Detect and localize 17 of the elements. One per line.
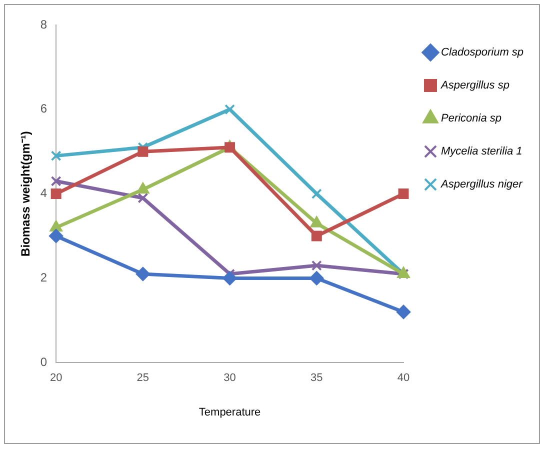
y-tick-label: 8: [40, 17, 48, 32]
x-tick-label: 25: [136, 372, 150, 384]
legend-label: Aspergillus niger: [440, 178, 524, 191]
y-tick-label: 2: [40, 270, 48, 285]
x-axis-title: Temperature: [198, 406, 261, 418]
legend-label: Aspergillus sp: [440, 80, 510, 92]
x-tick-label: 30: [224, 372, 236, 384]
legend-label: Periconia sp: [441, 112, 502, 125]
legend-label: Mycelia sterilia 1: [441, 146, 522, 158]
y-tick-label: 0: [40, 354, 48, 369]
y-tick-label: 6: [40, 102, 48, 116]
x-tick-label: 40: [397, 372, 410, 384]
x-tick-label: 20: [50, 372, 62, 384]
x-tick-label: 35: [310, 372, 323, 384]
y-axis-title: Biomass weight(gm⁻¹): [18, 131, 33, 256]
y-tick-label: 4: [40, 186, 48, 200]
legend-label: Cladosporium sp: [441, 46, 524, 59]
